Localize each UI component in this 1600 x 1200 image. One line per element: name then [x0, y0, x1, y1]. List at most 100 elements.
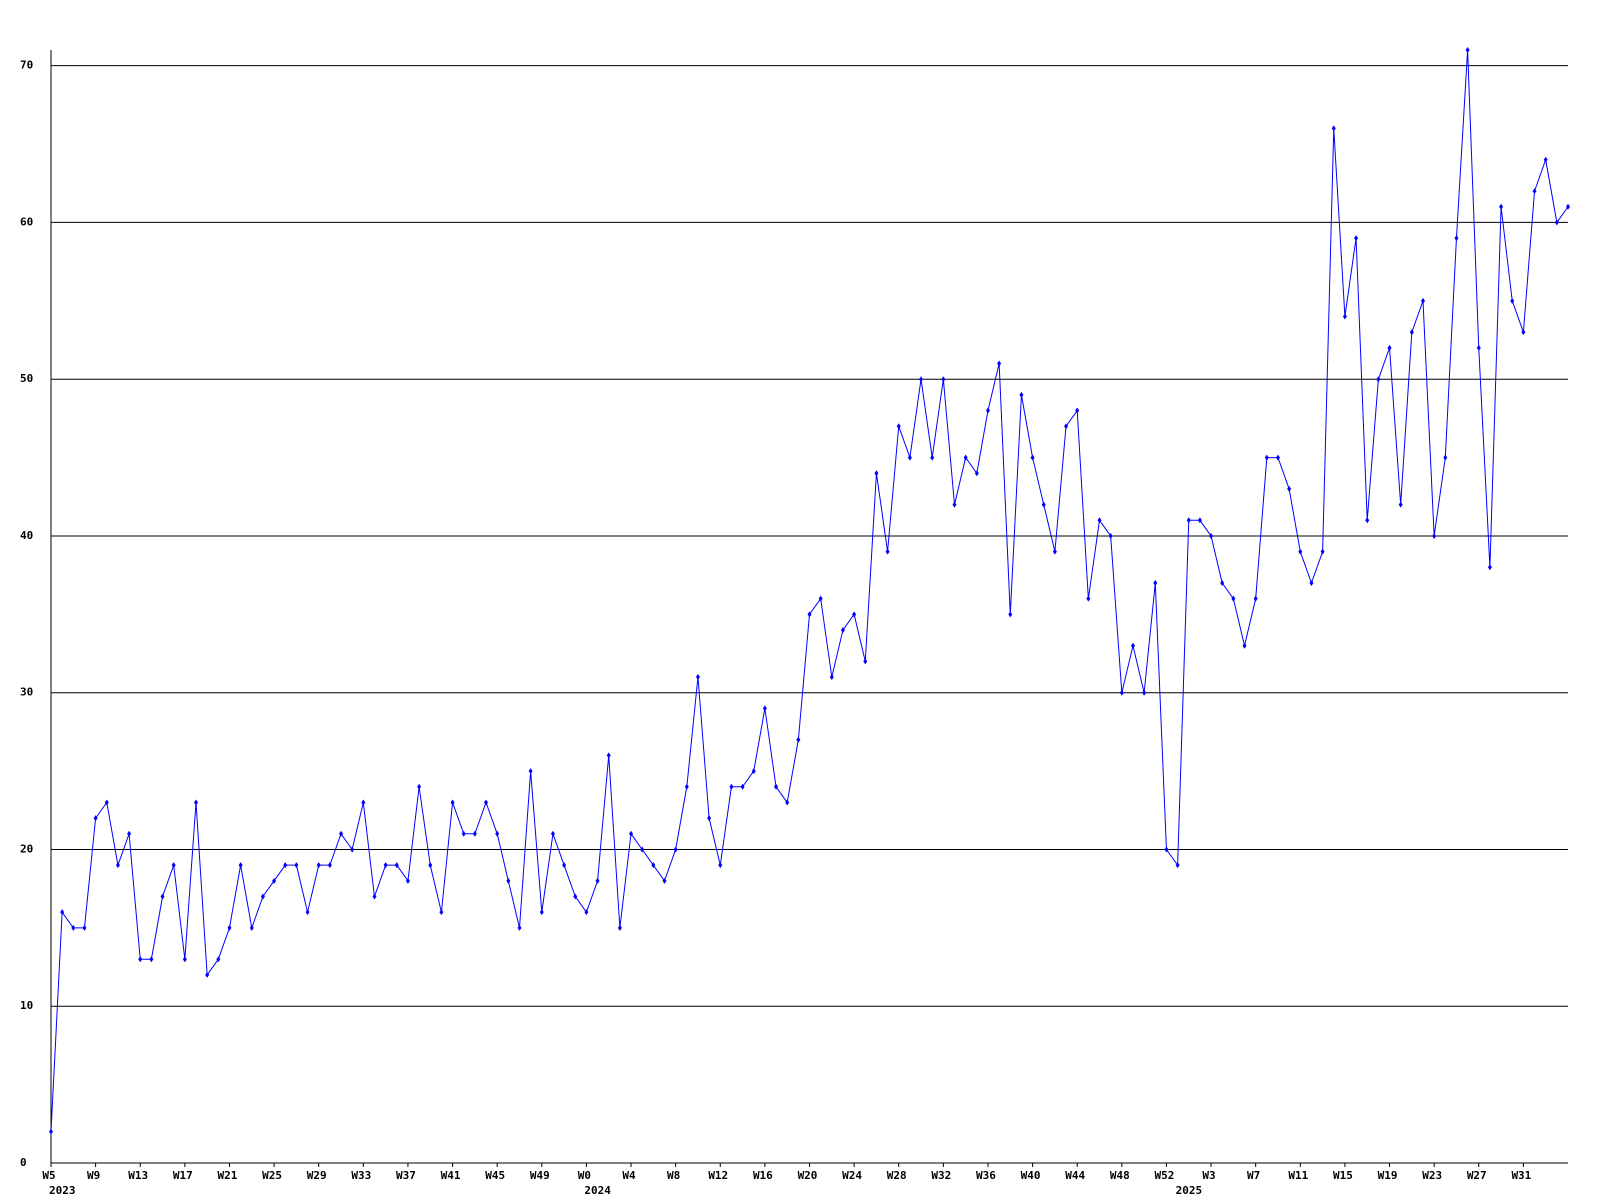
data-point: [584, 909, 589, 916]
data-point: [495, 830, 500, 837]
data-point: [1130, 642, 1135, 649]
x-tick-label: W25: [262, 1169, 282, 1182]
data-point: [818, 595, 823, 602]
x-tick-label: W19: [1378, 1169, 1398, 1182]
data-point: [740, 783, 745, 790]
x-tick-label: W21: [218, 1169, 238, 1182]
data-point: [1420, 297, 1425, 304]
data-point: [562, 862, 567, 869]
data-point: [316, 862, 321, 869]
data-point: [1387, 344, 1392, 351]
x-tick-label: W0: [578, 1169, 591, 1182]
x-tick-label: W15: [1333, 1169, 1353, 1182]
data-point: [550, 830, 555, 837]
data-point: [49, 1128, 53, 1135]
x-tick-label: W4: [622, 1169, 636, 1182]
data-point: [539, 909, 544, 916]
y-tick-label: 40: [20, 529, 33, 542]
x-tick-label: W45: [485, 1169, 505, 1182]
data-point: [1052, 548, 1057, 555]
data-point: [104, 799, 109, 806]
data-point: [1030, 454, 1035, 461]
data-point: [997, 360, 1002, 367]
x-year-label: 2023: [49, 1184, 76, 1197]
data-point: [1097, 517, 1102, 524]
data-point: [517, 924, 522, 931]
y-tick-label: 70: [20, 59, 33, 72]
data-point: [852, 611, 857, 618]
data-point: [439, 909, 444, 916]
data-point: [260, 893, 265, 900]
data-point: [484, 799, 489, 806]
x-tick-label: W27: [1467, 1169, 1487, 1182]
data-point: [885, 548, 890, 555]
data-line: [50, 49, 1569, 1132]
data-point: [785, 799, 790, 806]
data-point: [1499, 203, 1504, 210]
x-tick-label: W11: [1288, 1169, 1308, 1182]
data-point: [249, 924, 254, 931]
data-point: [1432, 532, 1437, 539]
data-point: [640, 846, 645, 853]
data-point: [1454, 235, 1459, 242]
data-point: [71, 924, 76, 931]
data-point: [272, 877, 277, 884]
x-tick-label: W31: [1511, 1169, 1531, 1182]
data-point: [171, 862, 176, 869]
data-point: [1320, 548, 1325, 555]
data-point: [149, 956, 154, 963]
data-point: [405, 877, 410, 884]
x-tick-label: W32: [931, 1169, 951, 1182]
data-point: [1264, 454, 1269, 461]
data-point: [1521, 329, 1526, 336]
data-point: [1398, 501, 1403, 508]
x-tick-label: W7: [1247, 1169, 1260, 1182]
x-tick-label: W41: [441, 1169, 461, 1182]
data-point: [695, 674, 700, 681]
data-point: [1164, 846, 1169, 853]
data-point: [1019, 391, 1024, 398]
data-point: [840, 627, 845, 634]
y-tick-label: 0: [20, 1156, 27, 1169]
data-point: [751, 768, 756, 775]
data-point: [216, 956, 221, 963]
data-point: [707, 815, 712, 822]
data-point: [1119, 689, 1124, 696]
data-point: [115, 862, 120, 869]
data-point: [182, 956, 187, 963]
data-point: [1008, 611, 1013, 618]
data-point: [1365, 517, 1370, 524]
x-tick-label: W44: [1065, 1169, 1085, 1182]
data-point: [417, 783, 422, 790]
data-point: [1543, 156, 1548, 163]
data-point: [450, 799, 455, 806]
data-point: [1197, 517, 1202, 524]
data-point: [1354, 235, 1359, 242]
data-point: [662, 877, 667, 884]
y-tick-label: 10: [20, 999, 33, 1012]
data-point: [1532, 188, 1537, 195]
data-point: [294, 862, 299, 869]
data-point: [919, 376, 924, 383]
data-point: [93, 815, 98, 822]
data-point: [1275, 454, 1280, 461]
data-point: [1298, 548, 1303, 555]
data-point: [350, 846, 355, 853]
data-point: [205, 971, 210, 978]
data-point: [1510, 297, 1515, 304]
x-tick-label: W40: [1021, 1169, 1041, 1182]
data-point: [774, 783, 779, 790]
data-point: [60, 909, 65, 916]
data-point: [160, 893, 165, 900]
data-point: [941, 376, 946, 383]
data-point: [1142, 689, 1147, 696]
data-point: [1153, 579, 1158, 586]
data-point: [1465, 47, 1470, 53]
data-point: [1209, 532, 1214, 539]
data-point: [863, 658, 868, 665]
y-tick-label: 50: [20, 372, 33, 385]
data-point: [874, 470, 879, 477]
data-point: [1220, 579, 1225, 586]
